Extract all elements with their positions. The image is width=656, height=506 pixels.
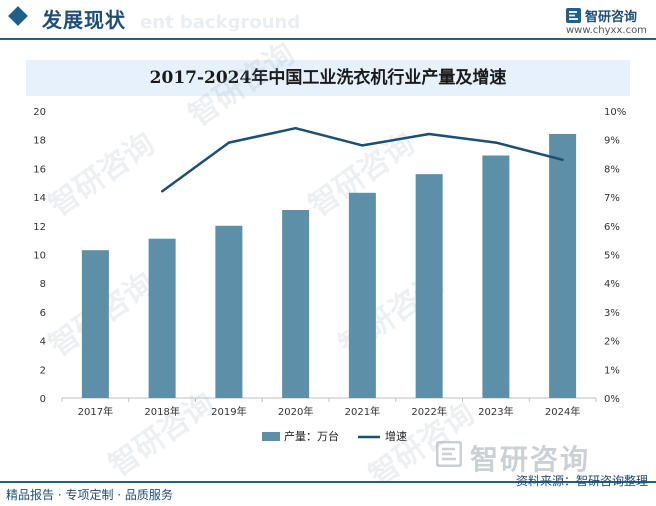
x-tick-label: 2017年 bbox=[78, 405, 113, 418]
growth-point bbox=[160, 190, 164, 193]
x-tick-label: 2021年 bbox=[345, 405, 380, 418]
x-tick-label: 2018年 bbox=[144, 405, 179, 418]
x-tick-label: 2023年 bbox=[478, 405, 513, 418]
bar bbox=[348, 192, 376, 398]
growth-point bbox=[227, 141, 231, 144]
bar bbox=[81, 250, 109, 398]
footer bbox=[0, 481, 656, 506]
growth-point bbox=[561, 158, 564, 161]
y-left-tick-label: 0 bbox=[40, 394, 46, 405]
y-right-tick-label: 4% bbox=[604, 279, 620, 290]
y-left-tick-label: 4 bbox=[40, 337, 46, 348]
bar bbox=[215, 225, 243, 398]
brand-name: 智研咨询 bbox=[585, 10, 638, 25]
bar bbox=[549, 133, 577, 398]
y-right-tick-label: 9% bbox=[604, 136, 620, 147]
y-left-tick-label: 18 bbox=[33, 136, 46, 147]
y-right-tick-label: 0% bbox=[604, 394, 620, 405]
growth-point bbox=[294, 127, 297, 130]
growth-point bbox=[494, 141, 498, 144]
x-tick-label: 2024年 bbox=[545, 405, 580, 418]
watermark-brand: 智研咨询 bbox=[470, 443, 591, 476]
chart-title-band bbox=[26, 60, 630, 96]
y-left-tick-label: 6 bbox=[40, 308, 46, 319]
y-left-tick-label: 10 bbox=[33, 251, 46, 262]
y-right-tick-label: 6% bbox=[604, 222, 620, 233]
y-left-tick-label: 20 bbox=[33, 107, 46, 118]
chart-title: 2017-2024年中国工业洗衣机行业产量及增速 bbox=[149, 68, 507, 88]
y-right-tick-label: 1% bbox=[604, 365, 620, 376]
y-right-tick-label: 10% bbox=[604, 107, 626, 118]
y-right-tick-label: 8% bbox=[604, 164, 620, 175]
legend-label-bar: 产量：万台 bbox=[284, 429, 339, 443]
brand-logo-icon bbox=[566, 8, 581, 23]
bar bbox=[282, 210, 310, 398]
legend-swatch-bar bbox=[262, 432, 280, 441]
bar bbox=[482, 155, 510, 398]
y-left-tick-label: 16 bbox=[33, 164, 46, 175]
section-title: 发展现状 bbox=[42, 8, 126, 32]
x-tick-label: 2020年 bbox=[278, 405, 313, 418]
x-tick-label: 2022年 bbox=[411, 405, 446, 418]
y-left-tick-label: 12 bbox=[33, 222, 46, 233]
legend-label-line: 增速 bbox=[385, 429, 407, 443]
bar bbox=[148, 238, 176, 398]
y-right-tick-label: 3% bbox=[604, 308, 620, 319]
watermark-logo-icon bbox=[436, 441, 462, 467]
header-divider bbox=[0, 38, 656, 40]
source-note: 资料来源：智研咨询整理 bbox=[515, 474, 648, 488]
x-tick-label: 2019年 bbox=[211, 405, 246, 418]
growth-point bbox=[361, 144, 364, 147]
brand-url: www.chyxx.com bbox=[566, 25, 647, 36]
header-ghost-text: ent background bbox=[140, 12, 301, 33]
header: ent background 发展现状 智研咨询 www.chyxx.com bbox=[0, 0, 656, 40]
y-right-tick-label: 5% bbox=[604, 251, 620, 262]
footer-divider bbox=[0, 481, 656, 483]
bar bbox=[415, 174, 443, 398]
footer-tagline: 精品报告 · 专项定制 · 品质服务 bbox=[6, 488, 173, 502]
y-left-tick-label: 2 bbox=[40, 365, 46, 376]
y-right-tick-label: 2% bbox=[604, 337, 620, 348]
growth-point bbox=[427, 132, 431, 136]
y-left-tick-label: 8 bbox=[40, 279, 46, 290]
y-right-tick-label: 7% bbox=[604, 193, 620, 204]
y-left-tick-label: 14 bbox=[33, 193, 46, 204]
